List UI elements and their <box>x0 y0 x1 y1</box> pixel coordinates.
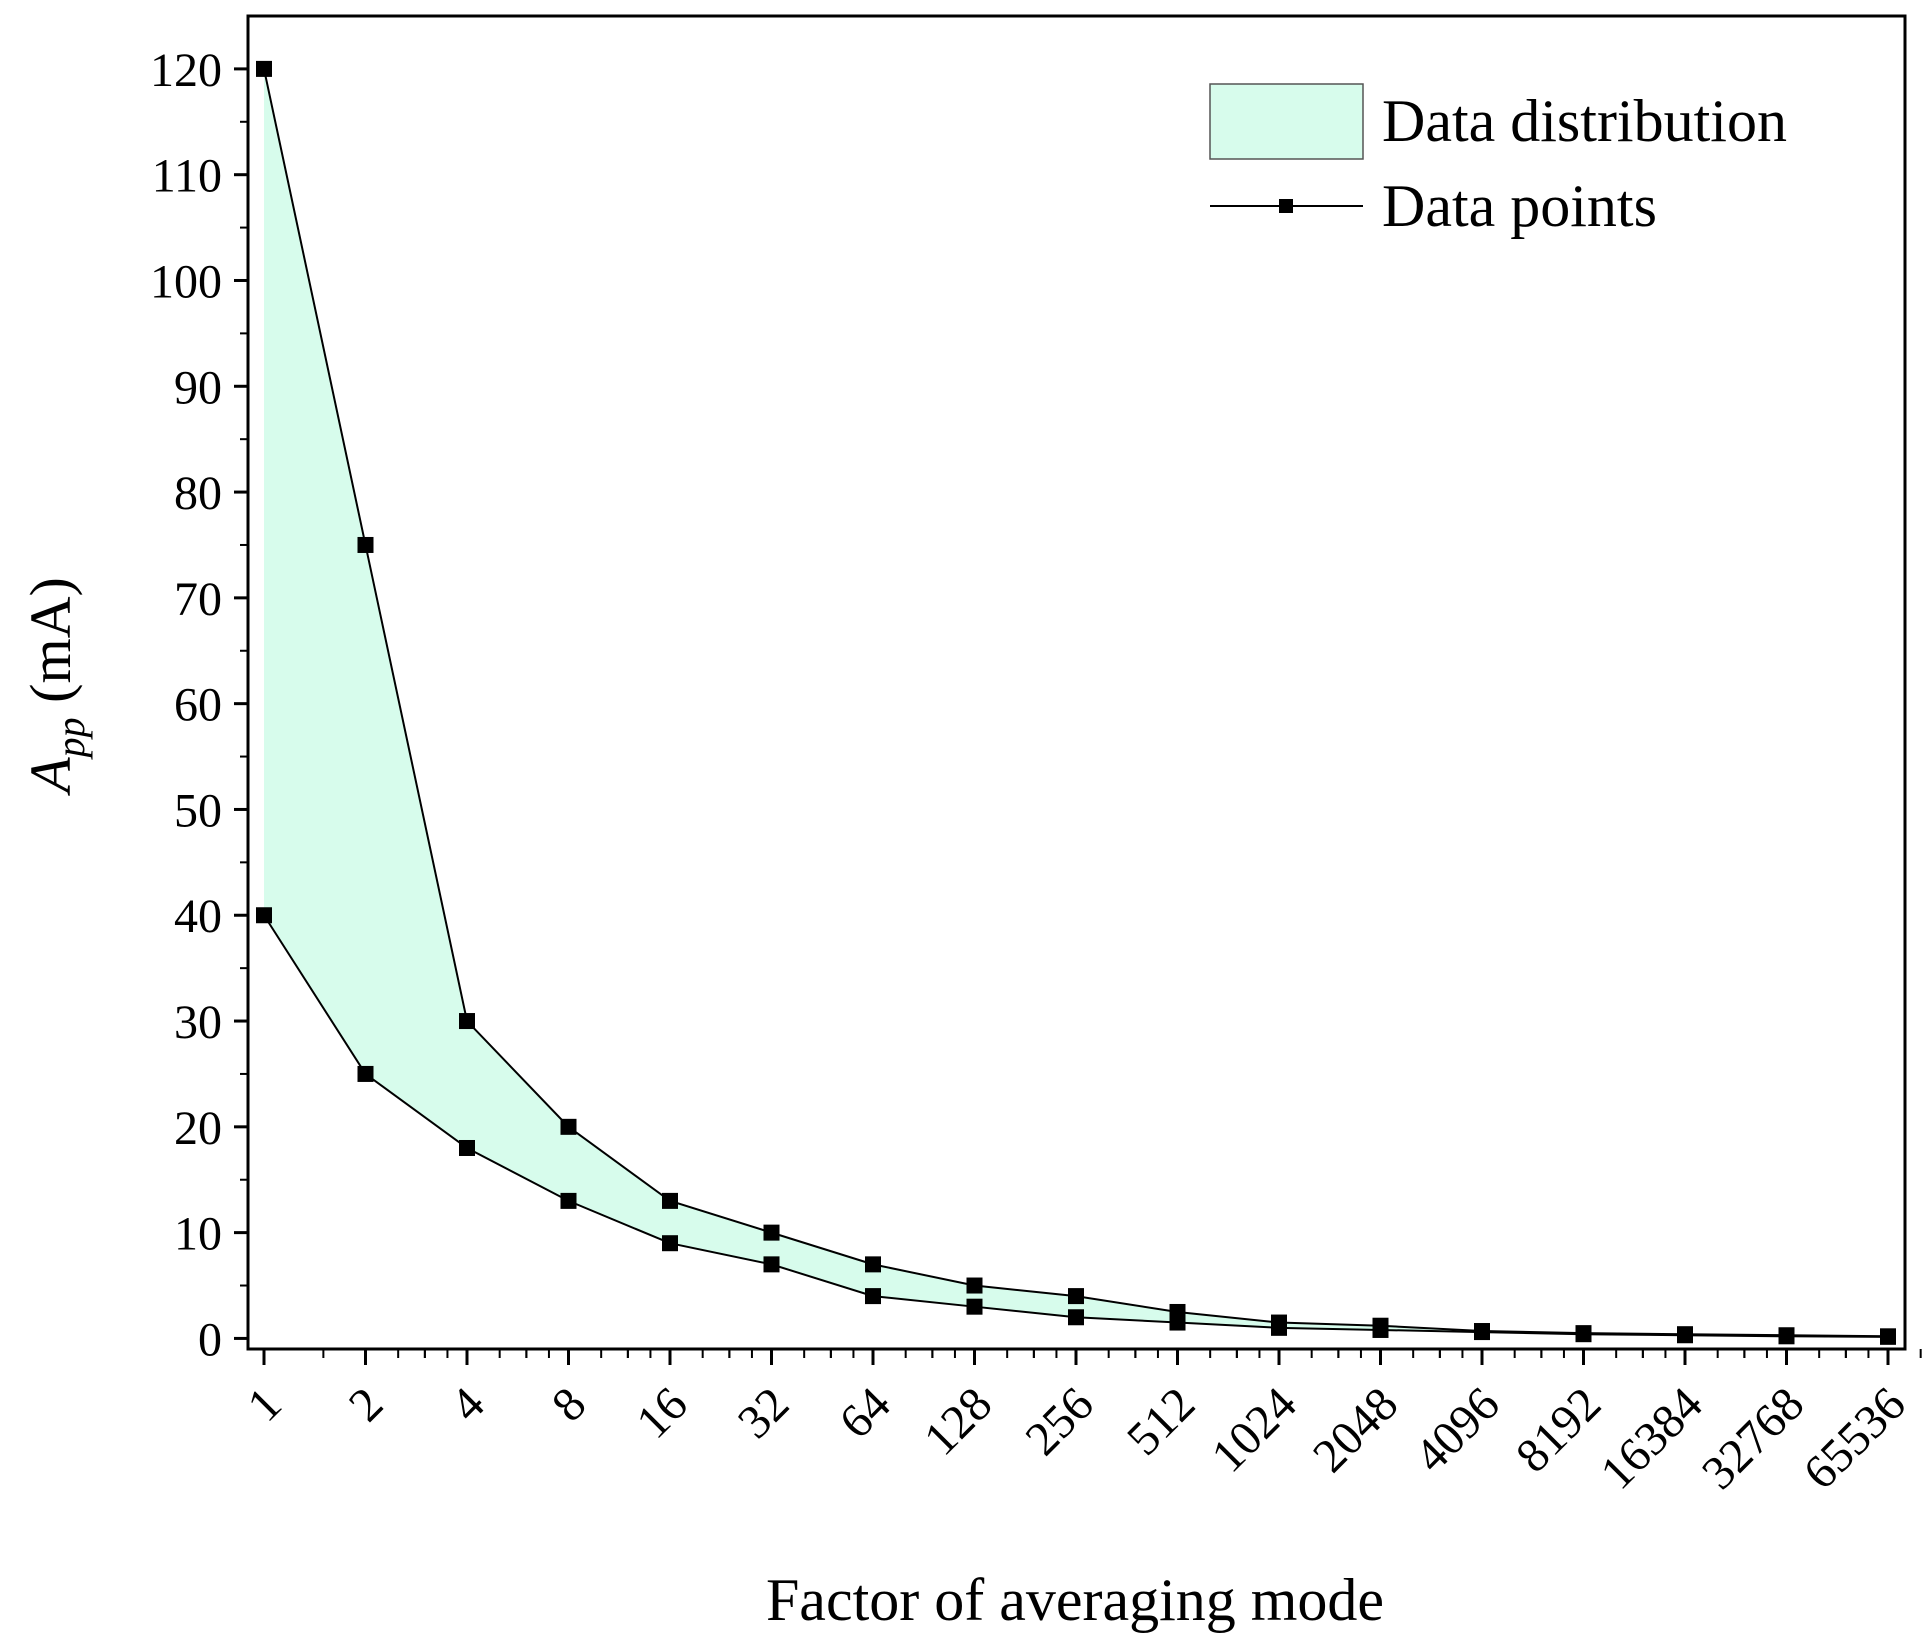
data-point-upper-4 <box>662 1192 678 1209</box>
y-axis-label-symbol: A <box>18 757 83 797</box>
data-point-lower-11 <box>1372 1321 1389 1338</box>
data-point-upper-3 <box>560 1118 577 1135</box>
y-tick-label: 10 <box>174 1208 222 1261</box>
data-point-lower-2 <box>459 1139 475 1156</box>
y-tick-label: 30 <box>174 996 222 1049</box>
data-point-upper-6 <box>865 1256 881 1273</box>
data-point-lower-14 <box>1677 1327 1693 1344</box>
y-axis-label-unit: (mA) <box>18 577 83 703</box>
y-tick-label: 120 <box>150 44 222 97</box>
data-point-lower-15 <box>1778 1328 1795 1345</box>
legend: Data distribution Data points <box>1209 83 1787 239</box>
legend-label-data-distribution: Data distribution <box>1382 88 1787 154</box>
y-axis-label: App (mA) <box>18 577 93 797</box>
data-point-upper-7 <box>966 1277 983 1294</box>
y-tick-label: 100 <box>150 255 222 308</box>
data-point-lower-3 <box>560 1192 577 1209</box>
data-point-upper-1 <box>357 536 374 553</box>
data-point-upper-8 <box>1068 1288 1084 1305</box>
y-axis-label-spacer <box>18 703 83 718</box>
data-point-lower-0 <box>256 907 272 924</box>
y-axis-label-subscript: pp <box>48 717 93 760</box>
data-point-lower-6 <box>865 1288 881 1305</box>
x-axis-label: Factor of averaging mode <box>766 1567 1384 1633</box>
y-axis: 0 10 20 30 40 50 60 70 80 90 100 110 120 <box>150 44 248 1366</box>
legend-label-data-points: Data points <box>1382 173 1657 239</box>
y-tick-label: 70 <box>174 573 222 626</box>
y-tick-label: 0 <box>198 1313 222 1366</box>
y-tick-label: 110 <box>152 150 222 203</box>
data-point-upper-5 <box>763 1224 780 1241</box>
data-point-lower-12 <box>1474 1324 1490 1341</box>
legend-marker-sample <box>1279 199 1293 213</box>
y-tick-label: 50 <box>174 784 222 837</box>
data-point-lower-4 <box>662 1235 678 1252</box>
y-tick-label: 60 <box>174 679 222 732</box>
y-tick-label: 90 <box>174 361 222 414</box>
data-point-lower-8 <box>1068 1309 1084 1326</box>
data-point-lower-9 <box>1169 1314 1186 1331</box>
y-tick-label: 20 <box>174 1102 222 1155</box>
data-point-lower-13 <box>1575 1326 1592 1343</box>
data-point-lower-16 <box>1880 1328 1896 1345</box>
y-tick-label: 40 <box>174 890 222 943</box>
data-point-lower-10 <box>1271 1319 1287 1336</box>
data-point-upper-2 <box>459 1013 475 1030</box>
data-point-lower-7 <box>966 1298 983 1315</box>
data-point-lower-1 <box>357 1065 374 1082</box>
y-tick-label: 80 <box>174 467 222 520</box>
data-point-upper-0 <box>256 60 272 77</box>
data-points <box>256 60 1896 1345</box>
data-point-lower-5 <box>763 1256 780 1273</box>
legend-area-swatch <box>1209 83 1364 160</box>
